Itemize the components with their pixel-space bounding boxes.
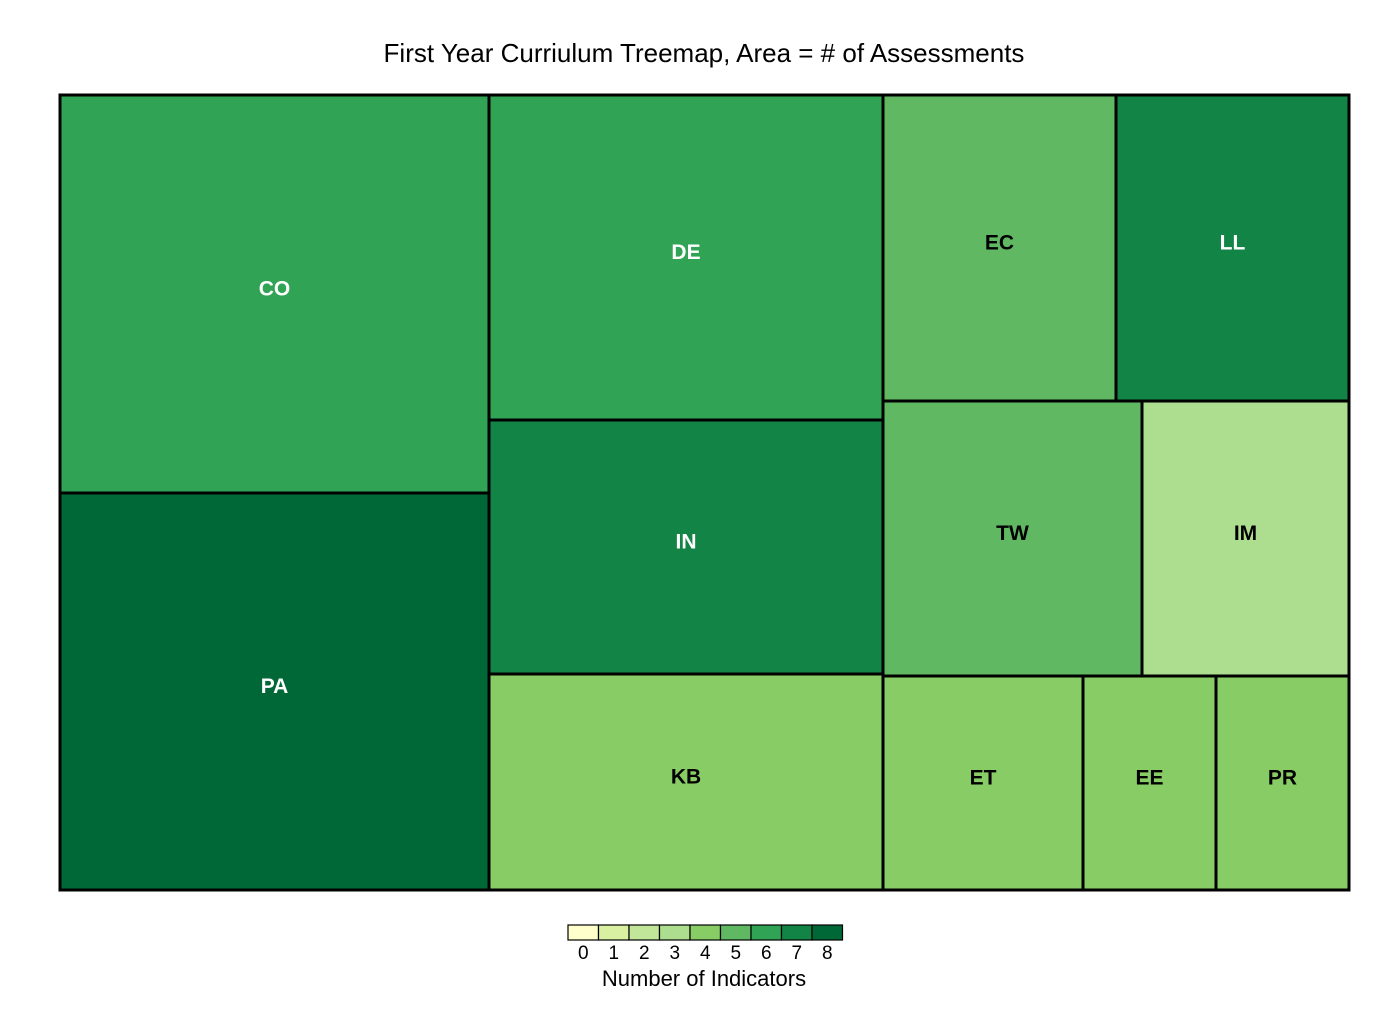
- chart-title: First Year Curriulum Treemap, Area = # o…: [383, 38, 1025, 68]
- treemap-tile-ee: EE: [1081, 674, 1218, 892]
- treemap-tile-in: IN: [487, 418, 885, 676]
- tile-label-co: CO: [259, 278, 291, 301]
- treemap-tile-et: ET: [881, 674, 1085, 892]
- legend-title: Number of Indicators: [601, 966, 807, 991]
- tile-rect-tw: [881, 399, 1144, 678]
- legend-tick-4: 4: [700, 943, 711, 964]
- tile-rect-et: [881, 674, 1085, 892]
- legend-tick-7: 7: [791, 943, 802, 964]
- treemap-tile-tw: TW: [881, 399, 1144, 678]
- tile-label-ec: EC: [985, 232, 1014, 255]
- tile-label-pr: PR: [1268, 767, 1297, 790]
- legend-swatch-5: [719, 924, 752, 941]
- tile-label-et: ET: [970, 767, 997, 790]
- legend-tick-6: 6: [761, 943, 772, 964]
- tile-rect-pr: [1214, 674, 1351, 892]
- treemap-tiles: CO PA DE IN KB EC LL TW IM ET EE PR: [58, 93, 1351, 892]
- legend-swatch-1: [597, 924, 630, 941]
- legend-swatch-3: [658, 924, 691, 941]
- legend-swatch-6: [750, 924, 783, 941]
- treemap-tile-pr: PR: [1214, 674, 1351, 892]
- tile-label-tw: TW: [996, 522, 1029, 545]
- legend-swatch-8: [811, 924, 844, 941]
- treemap-tile-pa: PA: [58, 491, 491, 892]
- legend-tick-1: 1: [608, 943, 619, 964]
- tile-label-in: IN: [676, 531, 697, 554]
- treemap-tile-co: CO: [58, 93, 491, 495]
- legend-tick-2: 2: [639, 943, 650, 964]
- legend-tick-5: 5: [730, 943, 741, 964]
- tile-rect-de: [487, 93, 885, 422]
- tile-rect-co: [58, 93, 491, 495]
- legend-swatch-4: [689, 924, 722, 941]
- tile-rect-in: [487, 418, 885, 676]
- legend-tick-0: 0: [578, 943, 589, 964]
- legend-swatch-2: [628, 924, 661, 941]
- treemap-tile-ll: LL: [1114, 93, 1351, 403]
- legend-swatch-7: [780, 924, 813, 941]
- tile-rect-ee: [1081, 674, 1218, 892]
- tile-label-ee: EE: [1135, 767, 1163, 790]
- treemap-tile-de: DE: [487, 93, 885, 422]
- legend-tick-3: 3: [669, 943, 680, 964]
- tile-rect-ll: [1114, 93, 1351, 403]
- treemap-tile-ec: EC: [881, 93, 1118, 403]
- legend-tick-8: 8: [822, 943, 833, 964]
- tile-rect-pa: [58, 491, 491, 892]
- tile-rect-kb: [487, 672, 885, 892]
- tile-label-ll: LL: [1220, 232, 1246, 255]
- tile-label-kb: KB: [671, 766, 701, 789]
- treemap-tile-im: IM: [1140, 399, 1351, 678]
- tile-label-pa: PA: [261, 675, 289, 698]
- legend-swatch-0: [567, 924, 600, 941]
- tile-label-de: DE: [671, 241, 700, 264]
- tile-rect-im: [1140, 399, 1351, 678]
- treemap-tile-kb: KB: [487, 672, 885, 892]
- tile-label-im: IM: [1234, 522, 1257, 545]
